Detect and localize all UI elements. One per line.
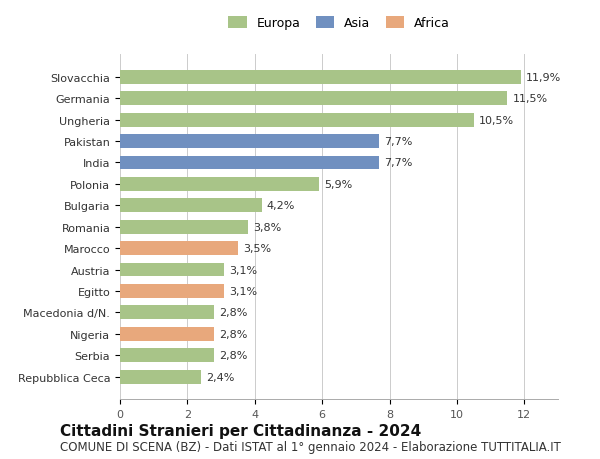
Text: 7,7%: 7,7% (385, 137, 413, 147)
Text: 3,8%: 3,8% (253, 222, 281, 232)
Bar (120, 348, 214, 362)
Bar (120, 92, 508, 106)
Bar (120, 370, 201, 384)
Bar (120, 71, 521, 84)
Text: 2,8%: 2,8% (220, 329, 248, 339)
Bar (120, 156, 379, 170)
Text: COMUNE DI SCENA (BZ) - Dati ISTAT al 1° gennaio 2024 - Elaborazione TUTTITALIA.I: COMUNE DI SCENA (BZ) - Dati ISTAT al 1° … (60, 441, 561, 453)
Text: Cittadini Stranieri per Cittadinanza - 2024: Cittadini Stranieri per Cittadinanza - 2… (60, 423, 421, 438)
Bar (120, 284, 224, 298)
Text: 11,5%: 11,5% (512, 94, 548, 104)
Bar (120, 135, 379, 149)
Text: 3,5%: 3,5% (243, 244, 271, 253)
Bar (120, 327, 214, 341)
Text: 7,7%: 7,7% (385, 158, 413, 168)
Text: 3,1%: 3,1% (229, 286, 257, 296)
Text: 11,9%: 11,9% (526, 73, 561, 83)
Bar (120, 306, 214, 319)
Text: 10,5%: 10,5% (479, 115, 514, 125)
Text: 5,9%: 5,9% (324, 179, 352, 190)
Bar (120, 113, 474, 127)
Text: 2,8%: 2,8% (220, 350, 248, 360)
Bar (120, 263, 224, 277)
Bar (120, 220, 248, 234)
Bar (120, 178, 319, 191)
Legend: Europa, Asia, Africa: Europa, Asia, Africa (228, 17, 450, 30)
Text: 2,4%: 2,4% (206, 372, 234, 382)
Bar (120, 199, 262, 213)
Text: 3,1%: 3,1% (229, 265, 257, 275)
Text: 4,2%: 4,2% (266, 201, 295, 211)
Bar (120, 241, 238, 256)
Text: 2,8%: 2,8% (220, 308, 248, 318)
